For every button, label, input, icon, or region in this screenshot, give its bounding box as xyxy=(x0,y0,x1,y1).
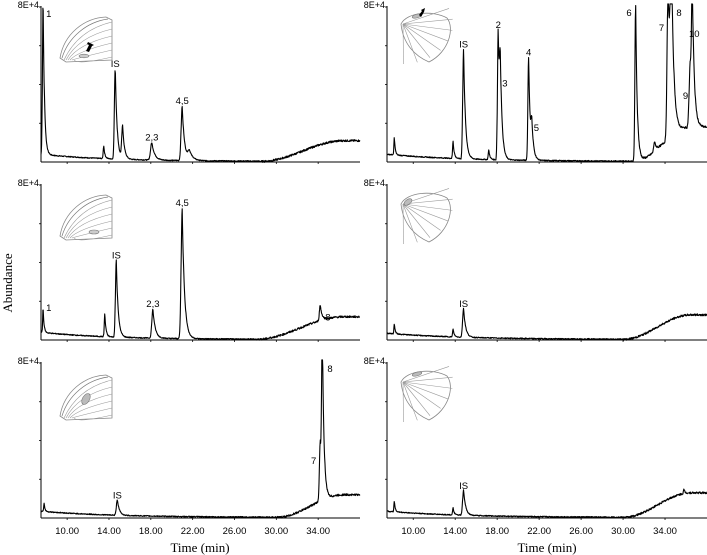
peak-label: 9 xyxy=(683,91,688,102)
y-axis-title: Abundance xyxy=(0,253,15,312)
x-tick-label: 10.00 xyxy=(55,526,79,537)
peak-label: IS xyxy=(459,299,468,310)
peak-label: 1 xyxy=(46,303,51,314)
panel-bottom-left: 8E+4 IS 7 8 xyxy=(18,356,361,520)
x-tick-label: 10.00 xyxy=(401,526,425,537)
x-tick-label: 18.00 xyxy=(485,526,509,537)
peak-label: 4,5 xyxy=(176,198,189,209)
peak-label: 1 xyxy=(46,9,51,20)
peak-label: 10 xyxy=(689,29,700,40)
chromatogram-trace xyxy=(386,307,707,341)
y-max-label: 8E+4 xyxy=(18,178,39,188)
peak-label: 4 xyxy=(526,47,531,58)
peak-label: 2,3 xyxy=(145,133,158,144)
panel-bottom-right: 8E+4 IS xyxy=(364,356,707,520)
x-tick-labels-left: 10.00 14.00 18.00 22.00 26.00 30.00 34.00 xyxy=(55,526,330,537)
chromatogram-trace xyxy=(386,3,707,163)
peak-label: IS xyxy=(459,481,468,492)
peak-label: 2 xyxy=(496,20,501,31)
chromatogram-trace xyxy=(40,359,361,519)
peak-label: IS xyxy=(111,59,120,70)
x-tick-label: 14.00 xyxy=(97,526,121,537)
chromatogram-trace xyxy=(386,488,707,519)
panel-middle-right: 8E+4 IS xyxy=(364,178,707,342)
peak-label: 8 xyxy=(325,313,330,324)
x-tick-label: 14.00 xyxy=(443,526,467,537)
panel-middle-left: 8E+4 1 IS 2,3 4,5 8 xyxy=(18,178,361,342)
peak-label: IS xyxy=(113,491,122,502)
wing-diagram-icon xyxy=(400,366,453,423)
peak-label: 6 xyxy=(626,8,631,19)
peak-label: 2,3 xyxy=(146,299,159,310)
x-tick-label: 26.00 xyxy=(223,526,247,537)
peak-label: 5 xyxy=(534,123,539,134)
x-tick-labels-right: 10.00 14.00 18.00 22.00 26.00 30.00 34.00 xyxy=(401,526,677,537)
wing-diagram-icon xyxy=(59,16,113,63)
chromatogram-trace xyxy=(40,7,361,163)
peak-label: 8 xyxy=(327,364,332,375)
wing-diagram-icon xyxy=(400,8,453,65)
y-max-label: 8E+4 xyxy=(18,356,39,366)
peak-label: IS xyxy=(459,40,468,51)
x-tick-label: 30.00 xyxy=(611,526,635,537)
peak-label: 7 xyxy=(311,456,316,467)
x-tick-label: 30.00 xyxy=(264,526,288,537)
y-max-label: 8E+4 xyxy=(18,0,39,10)
peak-label: 4,5 xyxy=(176,96,189,107)
wing-diagram-icon xyxy=(59,374,113,421)
x-tick-label: 26.00 xyxy=(569,526,593,537)
x-axis-title-left: Time (min) xyxy=(170,540,229,555)
wing-diagram-icon xyxy=(400,188,453,245)
peak-label: 8 xyxy=(676,8,681,19)
x-tick-label: 18.00 xyxy=(139,526,163,537)
x-tick-label: 34.00 xyxy=(306,526,330,537)
x-tick-label: 22.00 xyxy=(181,526,205,537)
peak-label: 7 xyxy=(659,23,664,34)
peak-label: 3 xyxy=(502,78,507,89)
chromatogram-trace xyxy=(40,208,361,341)
wing-diagram-icon xyxy=(59,194,113,241)
y-max-label: 8E+4 xyxy=(364,178,385,188)
y-max-label: 8E+4 xyxy=(364,356,385,366)
x-axis-title-right: Time (min) xyxy=(517,540,576,555)
x-tick-label: 34.00 xyxy=(653,526,677,537)
peak-label: IS xyxy=(112,251,121,262)
panels: 8E+4 1 IS 2,3 4,5 8E+4 IS 2 3 4 5 6 7 8 9 10 8E+4 1 IS 2,3 4… xyxy=(18,0,707,520)
y-max-label: 8E+4 xyxy=(364,0,385,10)
x-tick-label: 22.00 xyxy=(527,526,551,537)
panel-top-right: 8E+4 IS 2 3 4 5 6 7 8 9 10 xyxy=(364,0,707,164)
panel-top-left: 8E+4 1 IS 2,3 4,5 xyxy=(18,0,361,164)
